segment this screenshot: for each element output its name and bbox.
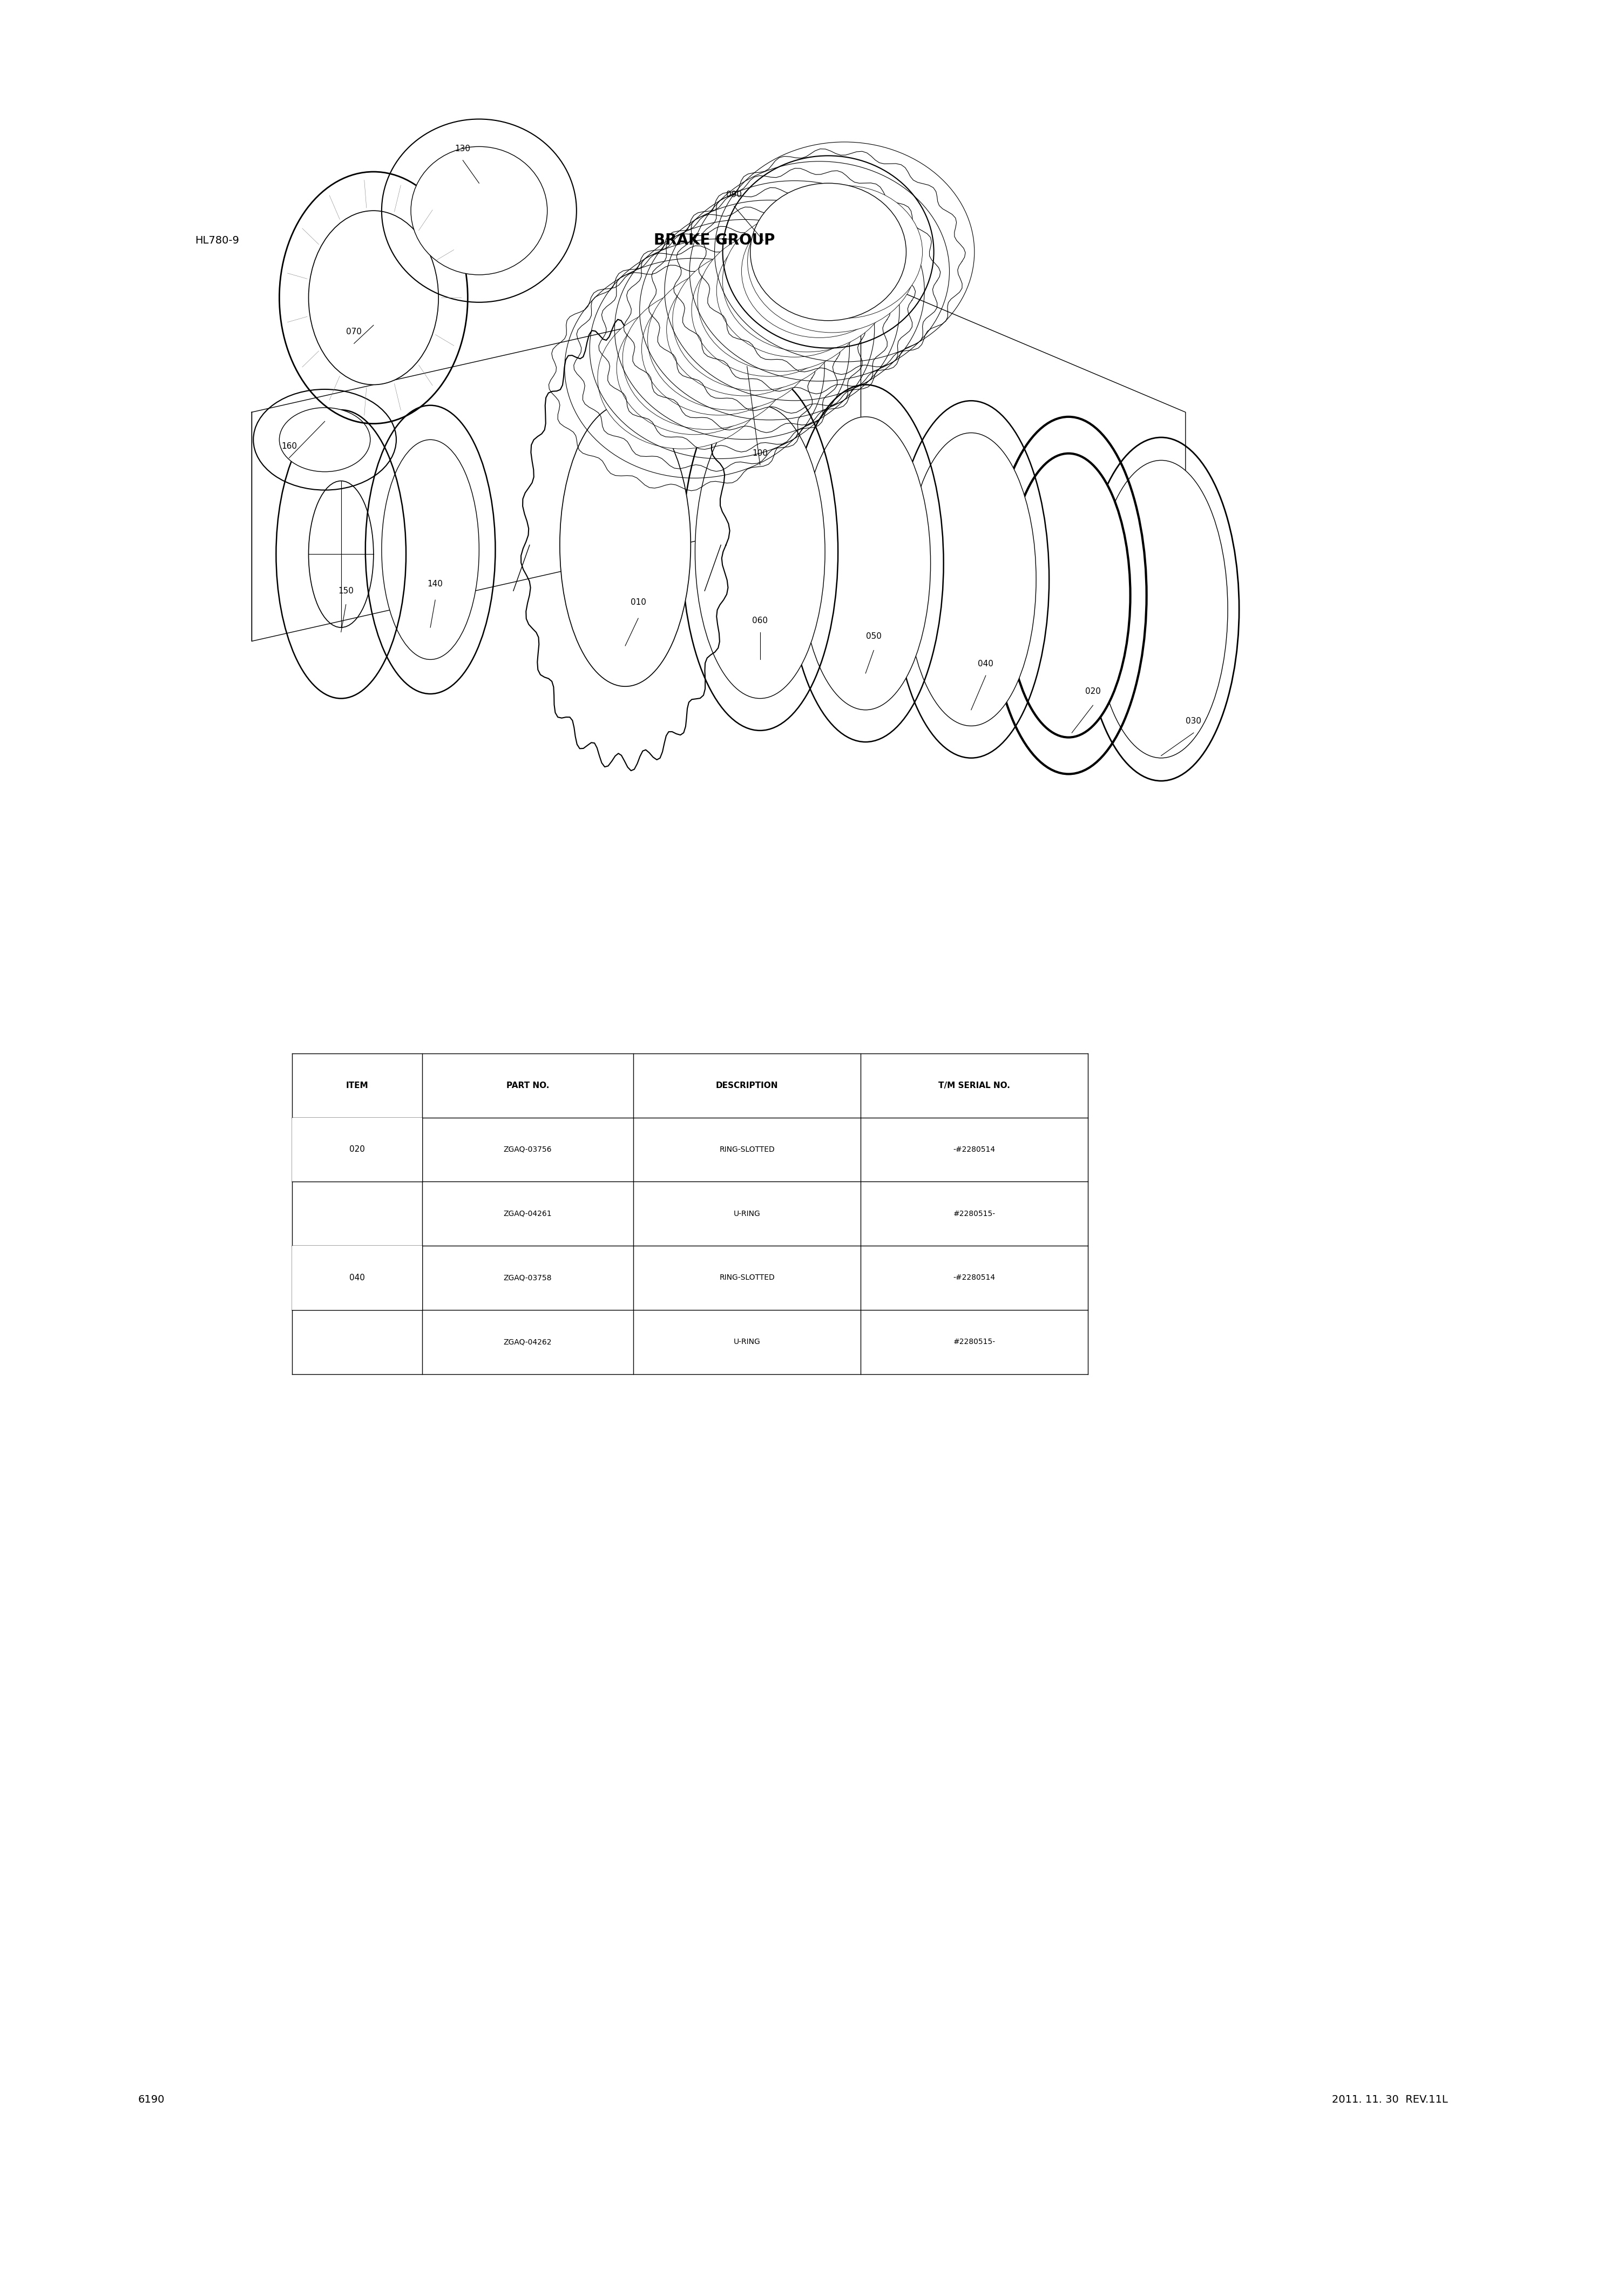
Ellipse shape [1007, 453, 1130, 737]
Ellipse shape [411, 147, 547, 275]
Text: ZGAQ-04261: ZGAQ-04261 [503, 1209, 552, 1218]
Text: T/M SERIAL NO.: T/M SERIAL NO. [939, 1081, 1010, 1090]
Ellipse shape [747, 190, 916, 332]
Text: 090: 090 [726, 190, 742, 199]
Ellipse shape [723, 211, 892, 353]
Text: RING-SLOTTED: RING-SLOTTED [719, 1273, 775, 1282]
Text: 6190: 6190 [138, 2095, 164, 2105]
Ellipse shape [801, 417, 931, 710]
Text: 100: 100 [752, 449, 768, 458]
Text: 020: 020 [1085, 687, 1101, 696]
Text: 160: 160 [281, 442, 297, 451]
Text: U-RING: U-RING [734, 1209, 760, 1218]
Ellipse shape [648, 268, 817, 410]
Text: U-RING: U-RING [734, 1337, 760, 1347]
Text: PART NO.: PART NO. [507, 1081, 549, 1090]
Ellipse shape [750, 183, 906, 321]
Text: ZGAQ-03758: ZGAQ-03758 [503, 1273, 552, 1282]
Text: 040: 040 [978, 660, 994, 669]
Ellipse shape [742, 204, 898, 337]
Ellipse shape [279, 408, 370, 472]
Text: 050: 050 [866, 632, 882, 641]
Ellipse shape [617, 302, 773, 435]
Text: RING-SLOTTED: RING-SLOTTED [719, 1145, 775, 1154]
Text: 150: 150 [338, 586, 354, 595]
Text: BRAKE GROUP: BRAKE GROUP [654, 234, 775, 247]
Ellipse shape [382, 440, 479, 660]
Text: -#2280514: -#2280514 [953, 1273, 996, 1282]
Text: HL780-9: HL780-9 [195, 236, 239, 245]
Text: 2011. 11. 30  REV.11L: 2011. 11. 30 REV.11L [1332, 2095, 1447, 2105]
Text: #2280515-: #2280515- [953, 1209, 996, 1218]
Text: 070: 070 [346, 327, 362, 337]
Text: 020: 020 [349, 1145, 365, 1154]
Text: 010: 010 [630, 598, 646, 607]
Text: 060: 060 [752, 616, 768, 625]
Bar [292, 1246, 422, 1310]
Text: 130: 130 [455, 144, 471, 153]
Ellipse shape [906, 433, 1036, 726]
Ellipse shape [1095, 460, 1228, 758]
Text: 040: 040 [349, 1273, 365, 1282]
Ellipse shape [716, 224, 872, 357]
Bar [292, 1118, 422, 1182]
Ellipse shape [560, 403, 690, 687]
Ellipse shape [672, 250, 841, 392]
Text: 140: 140 [427, 579, 443, 589]
Ellipse shape [666, 263, 822, 396]
Text: ZGAQ-03756: ZGAQ-03756 [503, 1145, 552, 1154]
Ellipse shape [767, 185, 922, 318]
Ellipse shape [598, 307, 767, 449]
Ellipse shape [695, 405, 825, 698]
Ellipse shape [641, 282, 797, 414]
Ellipse shape [698, 229, 867, 371]
Text: ZGAQ-04262: ZGAQ-04262 [503, 1337, 552, 1347]
Text: 030: 030 [1186, 717, 1202, 726]
Text: -#2280514: -#2280514 [953, 1145, 996, 1154]
Text: #2280515-: #2280515- [953, 1337, 996, 1347]
Text: ITEM: ITEM [346, 1081, 369, 1090]
Text: DESCRIPTION: DESCRIPTION [716, 1081, 778, 1090]
Ellipse shape [692, 243, 848, 376]
Ellipse shape [309, 211, 438, 385]
Ellipse shape [622, 289, 791, 431]
